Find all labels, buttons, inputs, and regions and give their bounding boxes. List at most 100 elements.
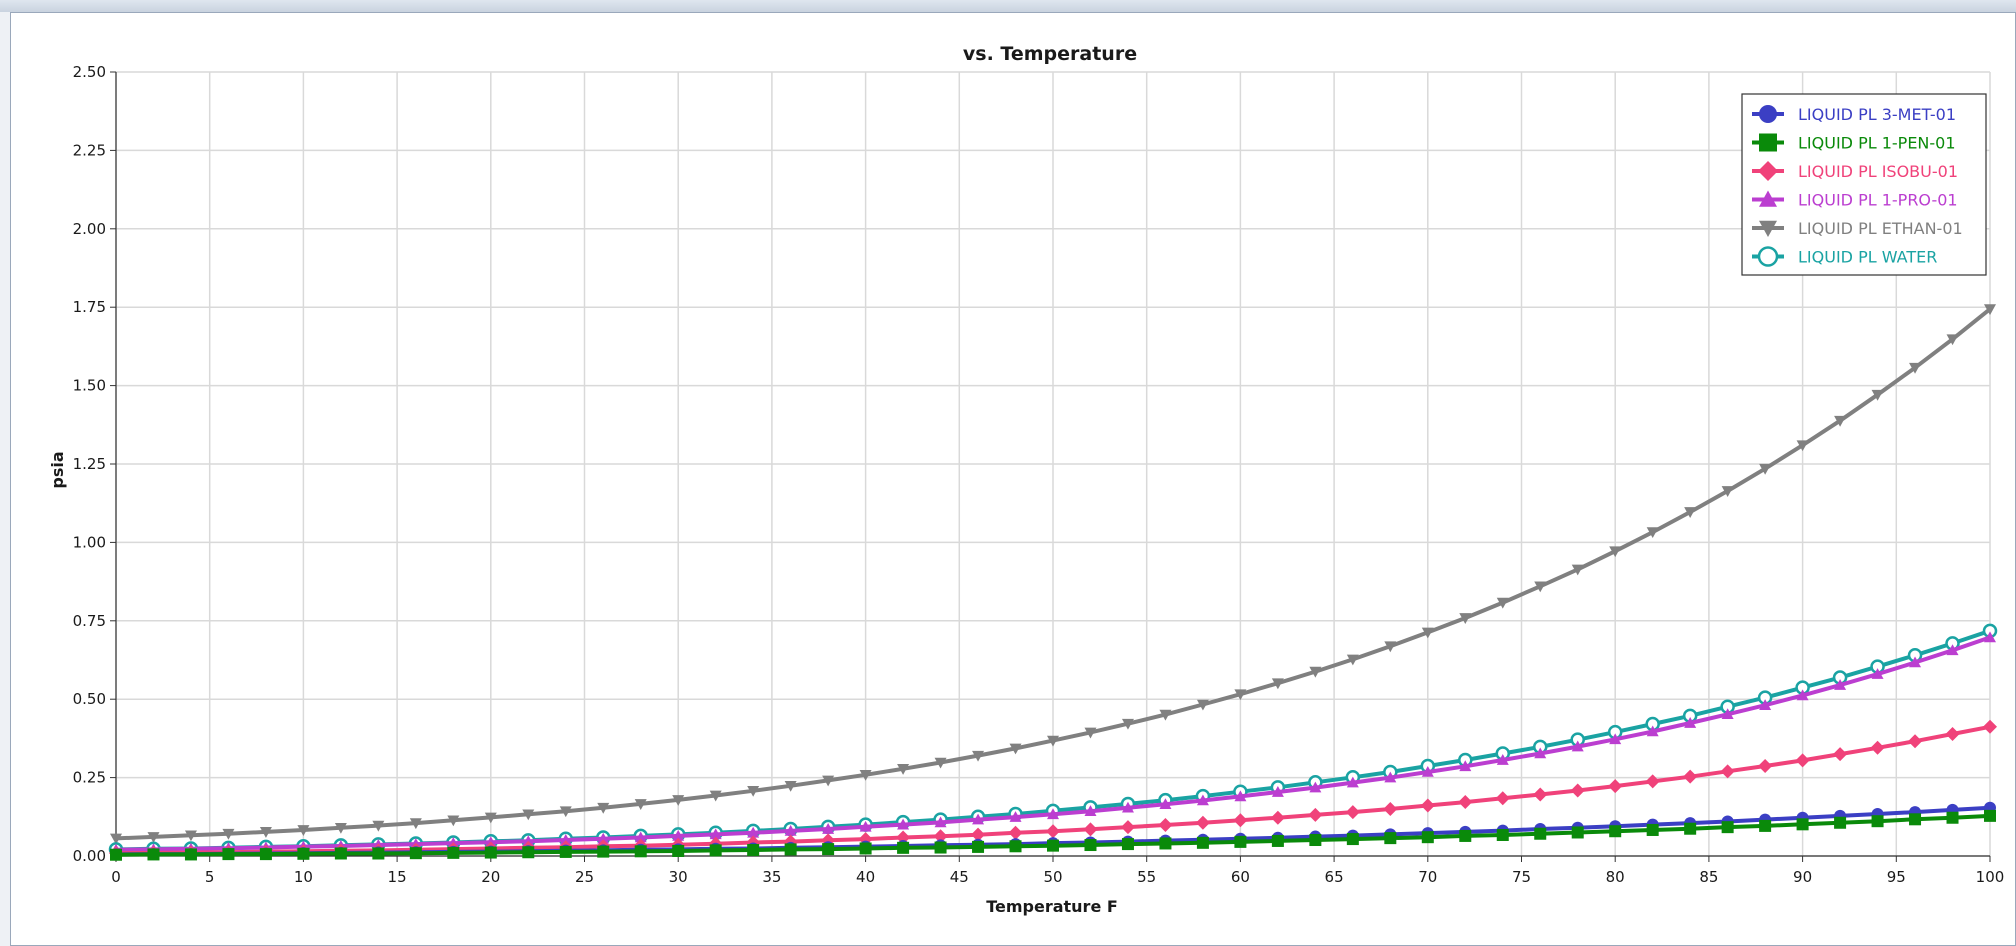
legend[interactable]: LIQUID PL 3-MET-01 LIQUID PL 1-PEN-01 LIQU… [1741,93,1987,276]
data-point [897,764,910,775]
data-point [933,829,948,844]
data-point [1909,362,1922,374]
data-point [1609,546,1622,558]
data-point [1684,717,1697,728]
data-point [1684,507,1697,518]
data-point [1234,790,1247,802]
data-point [222,848,235,861]
data-point [1421,765,1434,777]
y-tick-label: 0.50 [73,690,106,708]
data-point [1120,820,1135,835]
data-point [1459,760,1472,772]
data-point [1984,631,1996,643]
data-point [1684,822,1697,835]
data-point [896,830,911,845]
data-point [1795,753,1810,768]
data-point [1047,808,1059,820]
legend-item[interactable]: LIQUID PL WATER [1752,246,1937,267]
data-point [1796,818,1809,831]
legend-item[interactable]: LIQUID PL 1-PRO-01 [1752,190,1958,210]
data-point [1495,791,1510,806]
data-point [1009,811,1022,822]
data-point [1458,795,1473,810]
data-point [1196,699,1209,711]
series-liquid-pl-ethan-01 [110,304,1996,845]
data-point [1121,801,1134,813]
data-point [522,809,535,821]
data-point [147,832,160,843]
data-point [1834,816,1847,829]
data-point [1871,815,1884,828]
data-point [372,820,385,832]
legend-swatch-marker [1757,246,1779,267]
data-point [1946,644,1959,656]
legend-item[interactable]: LIQUID PL ISOBU-01 [1752,161,1958,181]
data-point [1609,825,1622,838]
data-point [110,833,122,845]
data-point [972,750,985,762]
data-point [1271,786,1284,797]
data-point [184,848,197,861]
data-point [972,813,985,825]
data-point [259,848,272,861]
legend-swatch-marker [1759,190,1777,207]
legend-item[interactable]: LIQUID PL ETHAN-01 [1752,219,1963,238]
data-point [672,829,685,841]
data-point [747,826,760,838]
y-tick-label: 0.25 [73,769,106,787]
data-point [1871,389,1884,401]
data-point [447,815,460,827]
data-point [822,775,835,787]
data-point [1009,840,1022,853]
x-tick-label: 55 [1137,868,1156,886]
data-point [784,843,797,856]
series-liquid-pl-1-pen-01 [110,809,1996,861]
legend-item[interactable]: LIQUID PL 1-PEN-01 [1752,133,1956,153]
y-tick-label: 1.00 [73,533,106,551]
data-point [1984,304,1996,316]
data-point [934,757,947,769]
x-tick-label: 80 [1606,868,1625,886]
data-point [822,843,835,856]
data-point [222,828,235,840]
data-point [1234,835,1247,848]
x-axis-label: Temperature F [986,897,1118,916]
x-tick-label: 10 [294,868,313,886]
data-point [1646,823,1659,836]
x-tick-label: 30 [669,868,688,886]
data-point [1909,656,1922,668]
data-point [859,820,872,832]
data-point [597,832,610,844]
data-point [1683,769,1698,784]
legend-label: LIQUID PL WATER [1798,248,1937,267]
y-tick-label: 1.50 [73,377,106,395]
data-point [859,842,872,855]
data-point [1946,811,1959,824]
series-layer [108,304,1998,861]
data-point [1496,828,1509,841]
data-point [1759,819,1772,832]
data-point [1534,747,1547,759]
legend-label: LIQUID PL 1-PEN-01 [1798,134,1956,153]
data-point [1533,787,1548,802]
data-point [1834,679,1847,690]
legend-item[interactable]: LIQUID PL 3-MET-01 [1752,105,1956,124]
data-point [559,834,572,845]
data-point [1758,758,1773,773]
x-tick-label: 60 [1231,868,1250,886]
data-point [1196,836,1209,849]
x-tick-label: 75 [1512,868,1531,886]
data-point [1233,813,1248,828]
data-point [934,841,947,854]
x-tick-label: 25 [575,868,594,886]
data-point [1420,798,1435,813]
data-point [1534,581,1547,593]
x-tick-label: 40 [856,868,875,886]
data-point [1609,733,1622,745]
y-tick-label: 2.25 [73,141,106,159]
data-point [559,806,572,818]
data-point [1421,831,1434,844]
legend-box [1741,93,1987,276]
data-point [1459,829,1472,842]
x-tick-label: 15 [388,868,407,886]
